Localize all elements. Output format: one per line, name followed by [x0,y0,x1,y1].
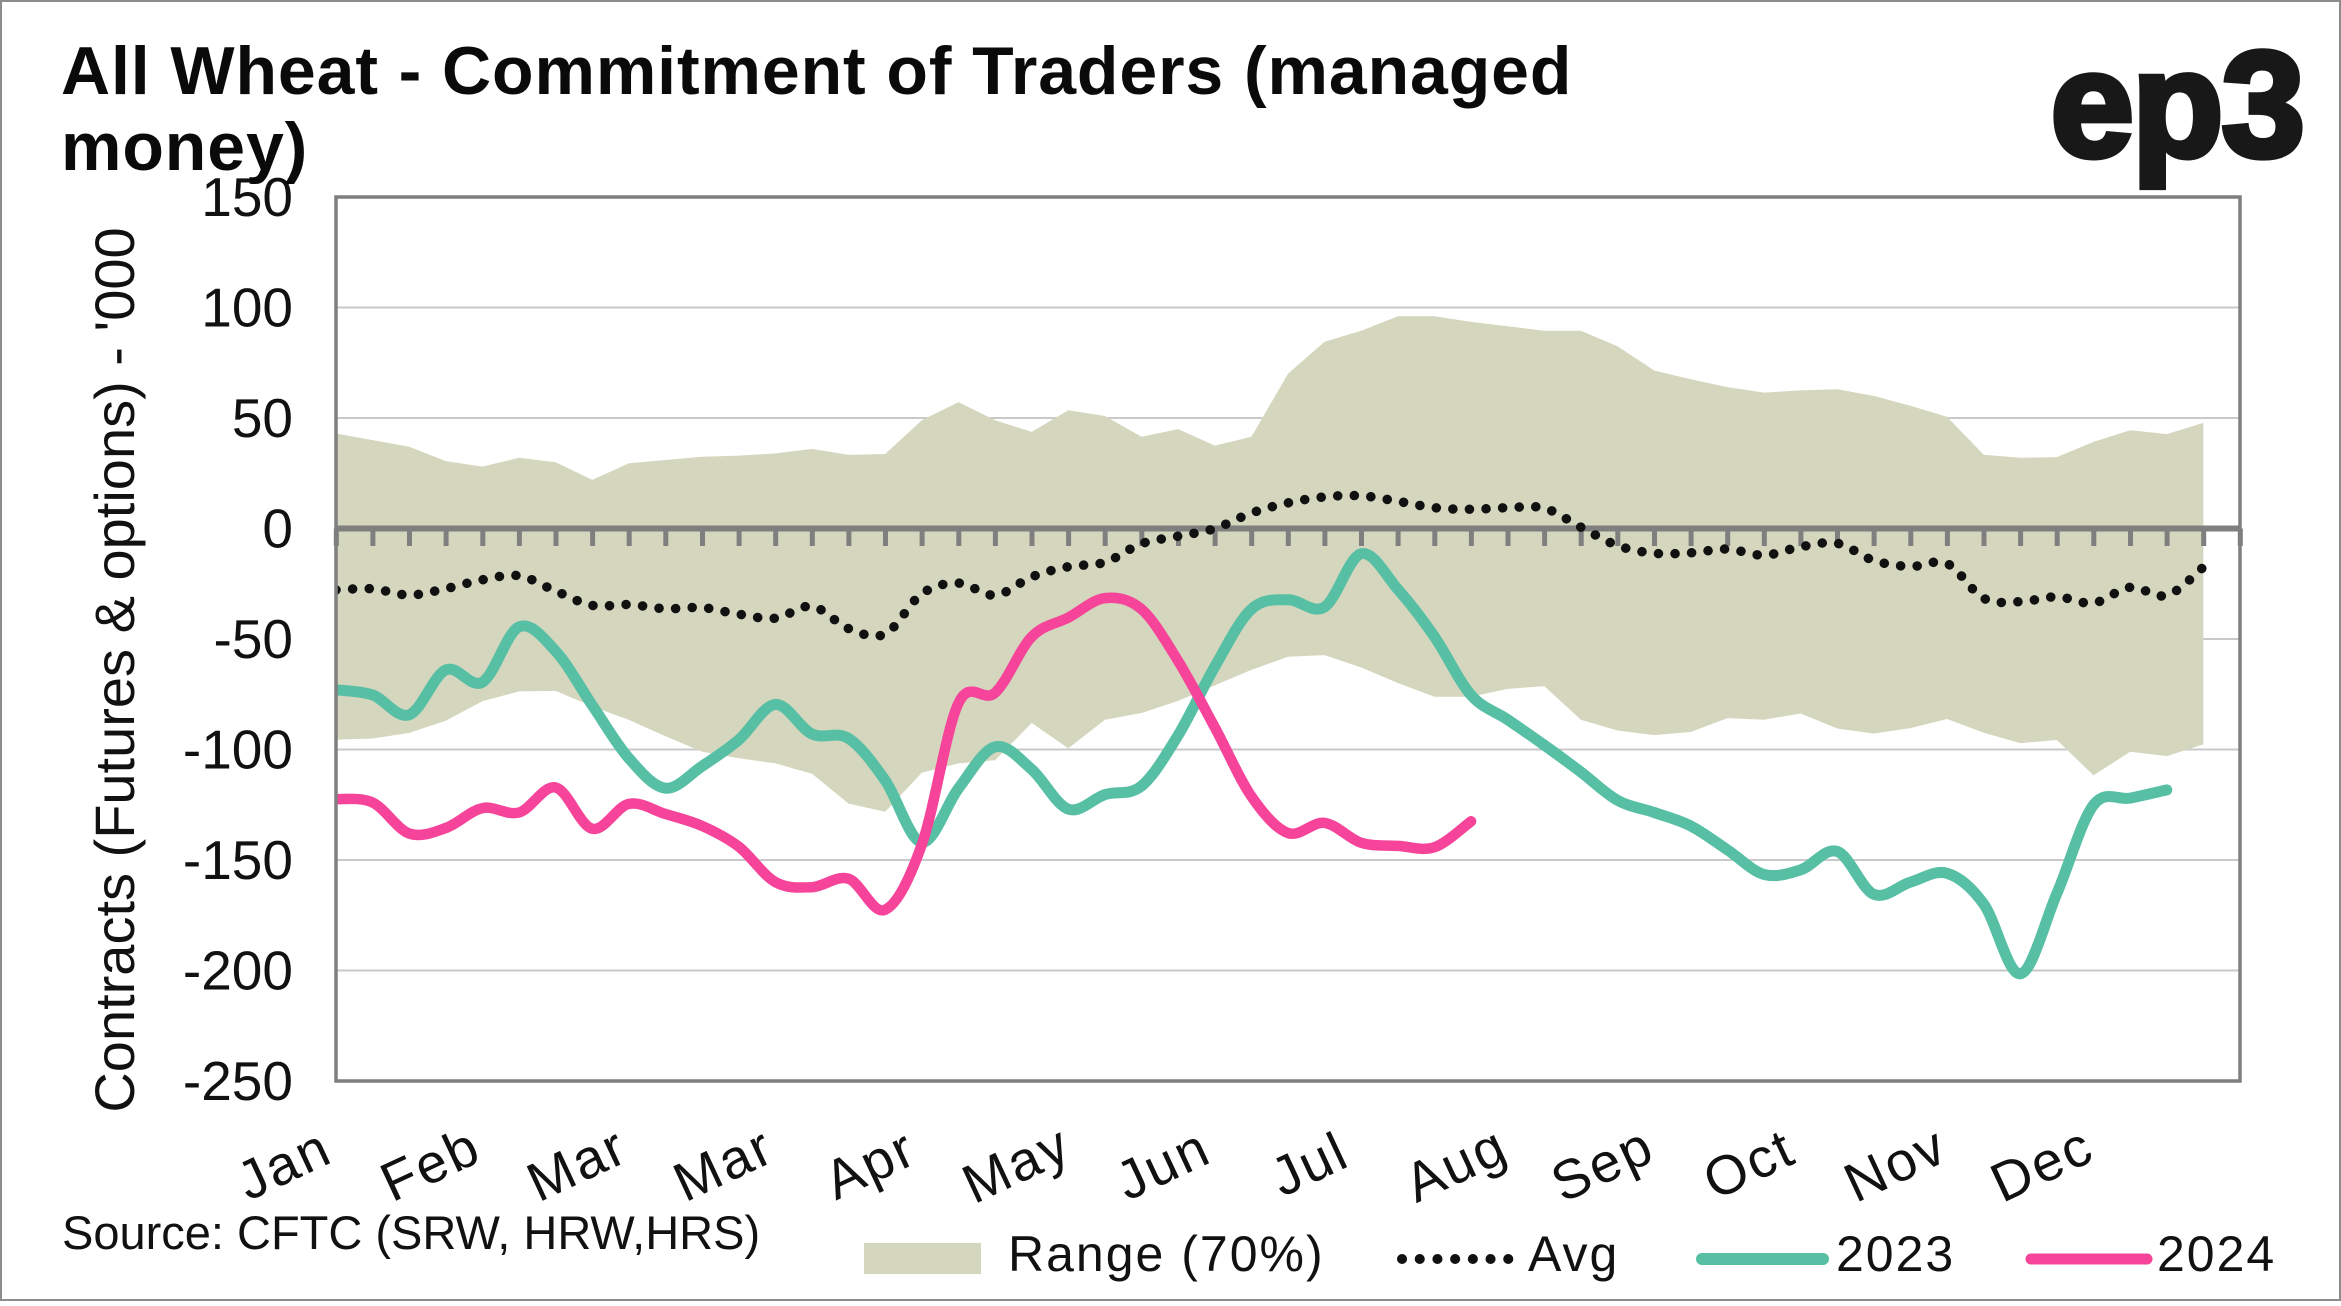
svg-text:-100: -100 [183,719,293,781]
svg-text:100: 100 [201,277,293,339]
svg-text:-200: -200 [183,940,293,1002]
svg-text:-150: -150 [183,829,293,891]
svg-text:Avg: Avg [1528,1226,1619,1282]
svg-text:Source: CFTC (SRW, HRW,HRS): Source: CFTC (SRW, HRW,HRS) [62,1206,760,1259]
svg-text:2024: 2024 [2157,1226,2276,1282]
svg-text:2023: 2023 [1836,1226,1955,1282]
svg-text:50: 50 [232,387,293,449]
svg-text:Contracts (Futures & options): Contracts (Futures & options) - '000 [83,227,146,1112]
svg-text:ep3: ep3 [2051,20,2303,188]
svg-text:Range (70%): Range (70%) [1008,1226,1325,1282]
svg-text:money): money) [61,109,308,185]
svg-text:-250: -250 [183,1050,293,1112]
svg-text:0: 0 [262,498,293,560]
svg-text:-50: -50 [214,608,294,670]
svg-text:150: 150 [201,166,293,228]
svg-text:All Wheat - Commitment of Trad: All Wheat - Commitment of Traders (manag… [61,33,1572,109]
